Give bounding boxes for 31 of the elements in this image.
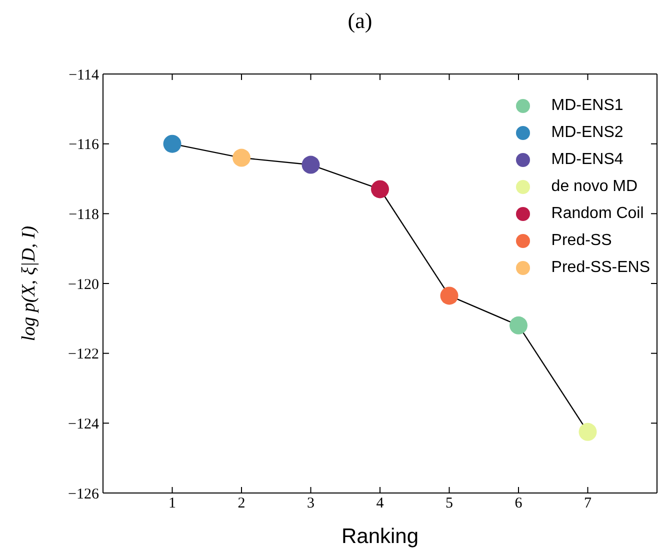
legend-label: Random Coil xyxy=(551,204,644,224)
x-tick-label: 7 xyxy=(584,496,592,512)
chart-title: (a) xyxy=(346,8,374,35)
y-tick-label: −120 xyxy=(68,276,99,293)
point xyxy=(302,156,320,174)
y-tick-label: −126 xyxy=(68,486,100,502)
legend-label: MD-ENS2 xyxy=(551,123,624,143)
point xyxy=(440,286,458,305)
x-tick-label: 6 xyxy=(514,496,523,512)
y-tick-label: −118 xyxy=(68,206,99,223)
y-tick-label: −122 xyxy=(68,346,99,363)
legend-label: de novo MD xyxy=(551,177,638,197)
point xyxy=(371,180,389,198)
point xyxy=(163,134,182,153)
point xyxy=(232,148,250,167)
legend-label: MD-ENS1 xyxy=(551,96,624,116)
y-axis-title: log p(X, ξ|D, I) xyxy=(18,226,40,342)
x-tick-label: 1 xyxy=(168,496,176,512)
x-tick-label: 3 xyxy=(307,496,314,512)
x-tick-label: 5 xyxy=(446,496,453,512)
x-tick-label: 4 xyxy=(376,496,384,512)
y-tick-label: −114 xyxy=(68,67,100,84)
y-tick-label: −116 xyxy=(68,137,100,154)
legend-label: MD-ENS4 xyxy=(551,150,624,170)
x-axis-title: Ranking xyxy=(341,525,419,548)
point xyxy=(510,316,528,334)
legend-label: Pred-SS-ENS xyxy=(551,258,650,278)
y-tick-label: −124 xyxy=(68,416,100,432)
legend-label: Pred-SS xyxy=(551,231,612,251)
point xyxy=(578,422,597,441)
x-tick-label: 2 xyxy=(238,496,246,512)
